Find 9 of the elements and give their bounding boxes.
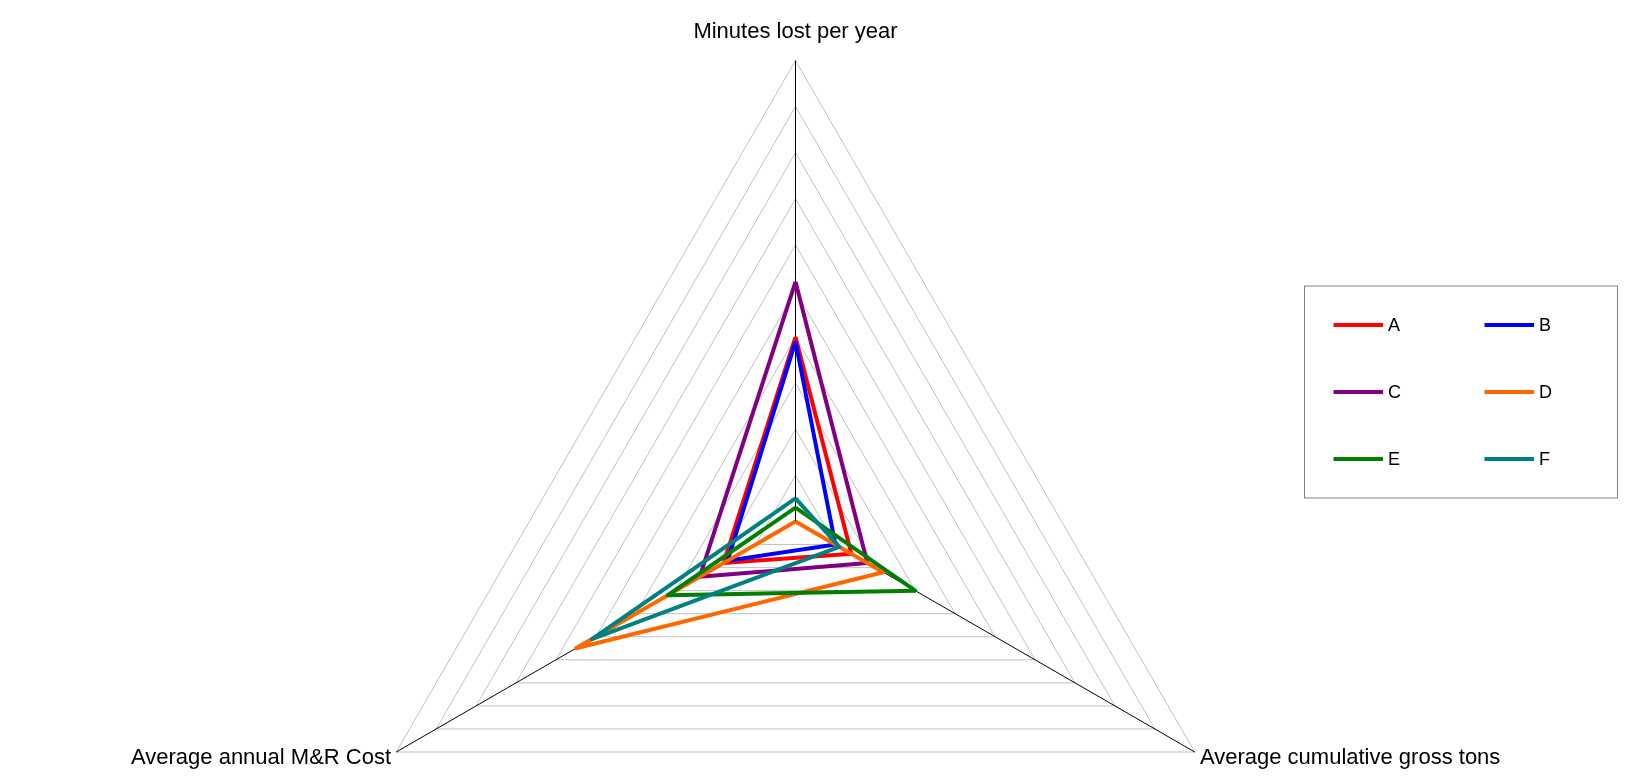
- legend-label: D: [1539, 381, 1553, 402]
- legend-label: A: [1388, 314, 1401, 335]
- spoke-label: Average annual M&R Cost: [131, 743, 392, 769]
- spoke-label: Minutes lost per year: [693, 17, 898, 43]
- legend-label: C: [1388, 381, 1402, 402]
- spoke-label: Average cumulative gross tons: [1199, 743, 1501, 769]
- legend-label: F: [1539, 448, 1551, 469]
- legend-label: E: [1388, 448, 1401, 469]
- legend-label: B: [1539, 314, 1552, 335]
